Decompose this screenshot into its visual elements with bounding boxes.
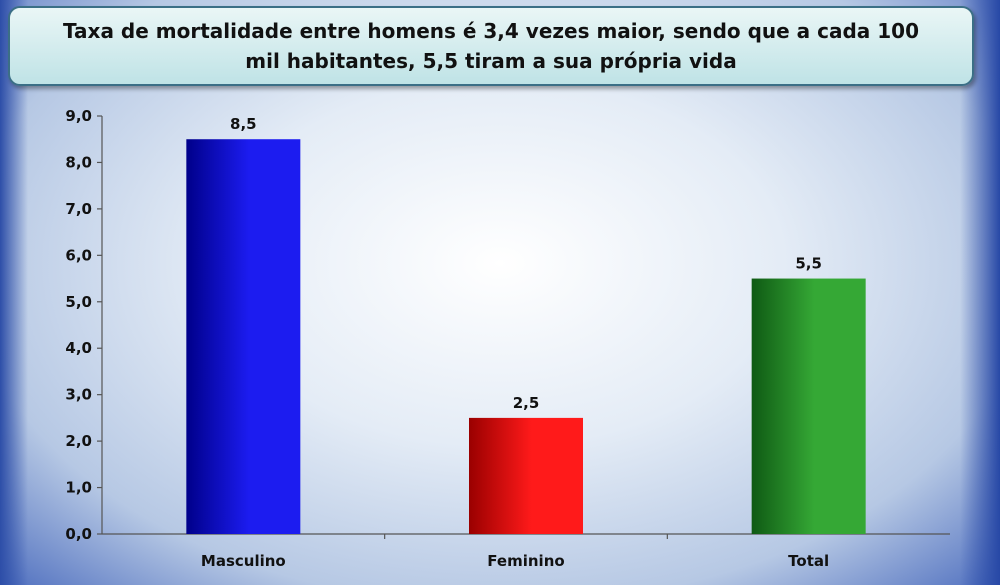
y-tick-label: 9,0 [65, 107, 92, 125]
y-tick-label: 2,0 [65, 432, 92, 450]
y-tick-label: 0,0 [65, 525, 92, 543]
chart-title: Taxa de mortalidade entre homens é 3,4 v… [62, 19, 920, 73]
data-label: 8,5 [230, 115, 257, 133]
background-edge-left [0, 0, 28, 585]
y-tick-label: 1,0 [65, 479, 92, 497]
y-tick-label: 8,0 [65, 153, 92, 171]
bar-masculino [186, 139, 301, 534]
y-tick-label: 5,0 [65, 293, 92, 311]
y-tick-label: 7,0 [65, 200, 92, 218]
bar-total [751, 278, 866, 534]
x-axis: Masculino Feminino Total [102, 533, 950, 570]
x-category-label: Masculino [201, 552, 286, 570]
y-axis: 0,0 1,0 2,0 3,0 4,0 5,0 6,0 7,0 8,0 9,0 [65, 107, 103, 543]
background-edge-right [960, 0, 1000, 585]
x-category-label: Total [788, 552, 829, 570]
y-tick-label: 6,0 [65, 246, 92, 264]
x-category-label: Feminino [487, 552, 564, 570]
bar-feminino [469, 417, 583, 534]
y-tick-label: 4,0 [65, 339, 92, 357]
data-label: 2,5 [513, 394, 540, 412]
data-label: 5,5 [795, 255, 822, 273]
y-tick-label: 3,0 [65, 386, 92, 404]
bars: 8,5 2,5 5,5 [186, 115, 866, 534]
chart-title-box: Taxa de mortalidade entre homens é 3,4 v… [8, 6, 974, 86]
